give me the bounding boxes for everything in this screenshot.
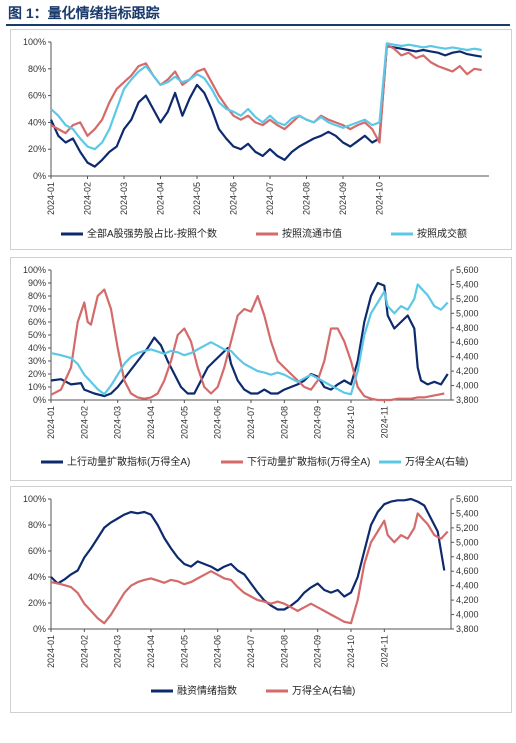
x-tick-label: 2024-08 xyxy=(279,406,289,439)
x-tick-label: 2024-02 xyxy=(79,635,89,668)
x-tick-label: 2024-06 xyxy=(229,182,239,215)
x-tick-label: 2024-05 xyxy=(179,406,189,439)
legend-label: 万得全A(右轴) xyxy=(405,455,468,468)
legend-label: 上行动量扩散指标(万得全A) xyxy=(67,455,190,468)
x-tick-label: 2024-09 xyxy=(313,406,323,439)
series-line-1 xyxy=(50,497,446,611)
y-tick-label: 20% xyxy=(28,598,46,608)
y-tick-label: 90% xyxy=(28,278,46,288)
y-tick-label: 100% xyxy=(23,37,46,47)
legend-label: 按照成交额 xyxy=(417,227,467,240)
y2-tick-label: 5,000 xyxy=(456,308,479,318)
legend-label: 全部A股强势股占比-按照个数 xyxy=(87,227,217,240)
series-line-3 xyxy=(50,42,482,151)
y-tick-label: 70% xyxy=(28,304,46,314)
y-tick-label: 80% xyxy=(28,291,46,301)
y-tick-label: 80% xyxy=(28,520,46,530)
y2-tick-label: 4,000 xyxy=(456,381,479,391)
x-tick-label: 2024-07 xyxy=(246,406,256,439)
x-tick-label: 2024-01 xyxy=(46,406,56,439)
x-tick-label: 2024-06 xyxy=(213,406,223,439)
chart-3: 0% 20% 40% 60% 80% 100% 3,800 4,000 4,200 4,400 4,… xyxy=(23,494,479,697)
series-line-2 xyxy=(50,512,449,625)
x-tick-label: 2024-06 xyxy=(213,635,223,668)
y-tick-label: 50% xyxy=(28,330,46,340)
x-tick-label: 2024-03 xyxy=(119,182,129,215)
y2-tick-label: 4,200 xyxy=(456,595,479,605)
y2-tick-label: 4,400 xyxy=(456,581,479,591)
y-tick-label: 60% xyxy=(28,91,46,101)
series-line-2 xyxy=(50,288,445,402)
chart-panel-2: 0% 10% 20% 30% 40% 50% 60% 70% 80% 90% 100% 3,800 4,… xyxy=(10,257,512,481)
y2-tick-label: 4,800 xyxy=(456,323,479,333)
x-tick-label: 2024-08 xyxy=(302,182,312,215)
y2-tick-label: 3,800 xyxy=(456,624,479,634)
x-tick-label: 2024-08 xyxy=(279,635,289,668)
x-tick-label: 2024-11 xyxy=(379,406,389,438)
y2-tick-label: 5,600 xyxy=(456,494,479,504)
y2-tick-label: 4,400 xyxy=(456,352,479,362)
x-tick-label: 2024-11 xyxy=(379,635,389,667)
x-tick-label: 2024-07 xyxy=(265,182,275,215)
x-tick-label: 2024-02 xyxy=(79,406,89,439)
y-tick-label: 20% xyxy=(28,144,46,154)
y-tick-label: 0% xyxy=(33,624,46,634)
y2-tick-label: 4,600 xyxy=(456,566,479,576)
y2-tick-label: 4,800 xyxy=(456,552,479,562)
x-tick-label: 2024-04 xyxy=(146,635,156,668)
y2-tick-label: 4,200 xyxy=(456,366,479,376)
series-line-3 xyxy=(50,283,449,396)
y2-tick-label: 5,600 xyxy=(456,265,479,275)
x-tick-label: 2024-04 xyxy=(146,406,156,439)
y2-tick-label: 4,600 xyxy=(456,337,479,347)
y-tick-label: 40% xyxy=(28,117,46,127)
y-tick-label: 100% xyxy=(23,494,46,504)
legend-label: 万得全A(右轴) xyxy=(292,684,355,697)
y-tick-label: 30% xyxy=(28,356,46,366)
legend-label: 按照流通市值 xyxy=(282,227,342,240)
y2-tick-label: 5,200 xyxy=(456,523,479,533)
x-tick-label: 2024-09 xyxy=(313,635,323,668)
y-tick-label: 40% xyxy=(28,572,46,582)
y-tick-label: 0% xyxy=(33,171,46,181)
legend-label: 融资情绪指数 xyxy=(177,684,237,697)
x-tick-label: 2024-01 xyxy=(46,182,56,215)
y-tick-label: 60% xyxy=(28,317,46,327)
y-tick-label: 10% xyxy=(28,382,46,392)
x-tick-label: 2024-04 xyxy=(156,182,166,215)
series-line-1 xyxy=(50,281,449,398)
y-tick-label: 0% xyxy=(33,395,46,405)
y2-tick-label: 5,400 xyxy=(456,508,479,518)
y2-tick-label: 5,200 xyxy=(456,294,479,304)
x-tick-label: 2024-01 xyxy=(46,635,56,668)
x-tick-label: 2024-03 xyxy=(113,635,123,668)
y2-tick-label: 5,000 xyxy=(456,537,479,547)
figure-title: 图 1：量化情绪指标跟踪 xyxy=(8,5,160,21)
y-tick-label: 60% xyxy=(28,546,46,556)
y-tick-label: 100% xyxy=(23,265,46,275)
legend-label: 下行动量扩散指标(万得全A) xyxy=(247,455,370,468)
x-tick-label: 2024-09 xyxy=(338,182,348,215)
y2-tick-label: 3,800 xyxy=(456,395,479,405)
y2-tick-label: 5,400 xyxy=(456,279,479,289)
chart-2: 0% 10% 20% 30% 40% 50% 60% 70% 80% 90% 100% 3,800 4,… xyxy=(23,265,479,468)
y2-tick-label: 4,000 xyxy=(456,610,479,620)
series-line-1 xyxy=(49,44,482,168)
x-tick-label: 2024-07 xyxy=(246,635,256,668)
x-tick-label: 2024-10 xyxy=(375,182,385,215)
chart-1: 0% 20% 40% 60% 80% 100% 2024-01 2024-02 2024-03 2… xyxy=(23,37,489,240)
y-tick-label: 40% xyxy=(28,343,46,353)
chart-panel-1: 0% 20% 40% 60% 80% 100% 2024-01 2024-02 2024-03 2… xyxy=(10,29,512,250)
x-tick-label: 2024-05 xyxy=(179,635,189,668)
x-tick-label: 2024-10 xyxy=(346,406,356,439)
y-tick-label: 20% xyxy=(28,369,46,379)
x-tick-label: 2024-05 xyxy=(192,182,202,215)
series-line-2 xyxy=(50,43,482,144)
y-tick-label: 80% xyxy=(28,64,46,74)
x-tick-label: 2024-03 xyxy=(113,406,123,439)
title-rule xyxy=(6,24,510,26)
x-tick-label: 2024-02 xyxy=(83,182,93,215)
chart-panel-3: 0% 20% 40% 60% 80% 100% 3,800 4,000 4,200 4,400 4,… xyxy=(10,486,512,713)
x-tick-label: 2024-10 xyxy=(346,635,356,668)
